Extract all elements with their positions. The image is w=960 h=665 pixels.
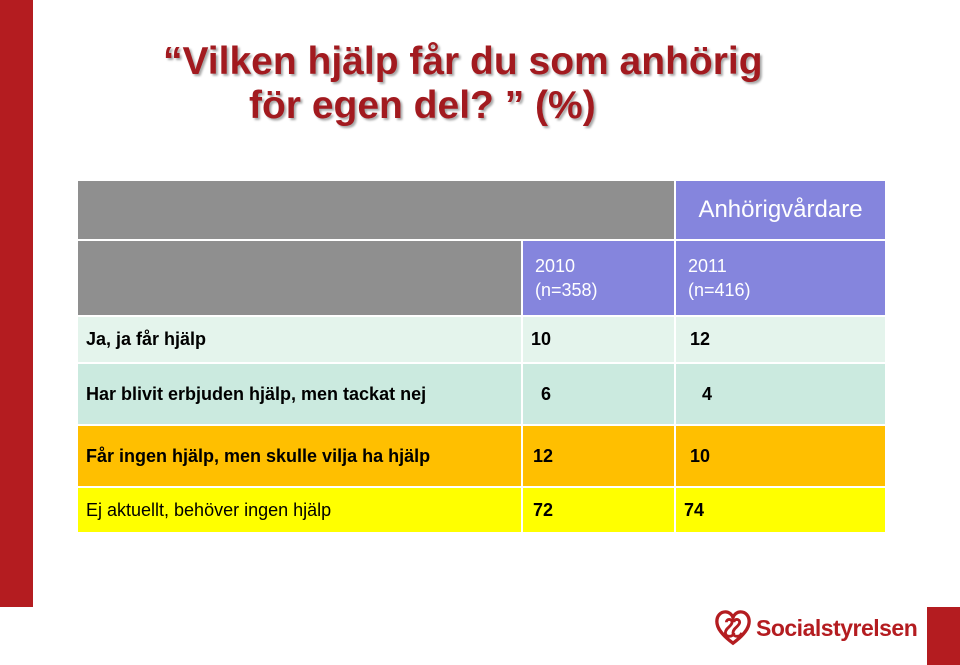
row-label: Ej aktuellt, behöver ingen hjälp	[76, 486, 523, 534]
slide-title-line1: “Vilken hjälp får du som anhörig	[163, 40, 763, 83]
corner-accent-block	[927, 607, 960, 665]
table-row: Får ingen hjälp, men skulle vilja ha hjä…	[76, 424, 887, 488]
column-n: (n=416)	[688, 280, 751, 300]
column-year: 2010	[535, 256, 576, 276]
left-accent-bar	[0, 0, 33, 607]
value-cell-2011: 74	[674, 486, 887, 534]
data-table: Anhörigvårdare 2010 (n=358) 2011 (n=416)…	[76, 179, 887, 534]
value-cell-2010: 72	[521, 486, 676, 534]
logo-text: Socialstyrelsen	[756, 614, 918, 641]
row-label: Ja, ja får hjälp	[76, 315, 523, 364]
column-year: 2011	[688, 256, 727, 276]
column-header-2010: 2010 (n=358)	[521, 239, 676, 317]
value-cell-2010: 10	[521, 315, 676, 364]
column-n: (n=358)	[535, 280, 598, 300]
table-row: Ej aktuellt, behöver ingen hjälp 72 74	[76, 486, 887, 534]
row-label: Får ingen hjälp, men skulle vilja ha hjä…	[76, 424, 523, 488]
slide-title-line2: för egen del? ” (%)	[249, 84, 596, 127]
value-cell-2010: 12	[521, 424, 676, 488]
logo: Socialstyrelsen	[714, 608, 918, 648]
value-cell-2011: 12	[674, 315, 887, 364]
row-label: Har blivit erbjuden hjälp, men tackat ne…	[76, 362, 523, 426]
slide-title: “Vilken hjälp får du som anhörig för ege…	[163, 40, 863, 128]
value-cell-2011: 10	[674, 424, 887, 488]
socialstyrelsen-heart-logo-icon	[715, 610, 751, 646]
table-row: Ja, ja får hjälp 10 12	[76, 315, 887, 364]
value-cell-2011: 4	[674, 362, 887, 426]
header-corner-cell	[76, 239, 523, 317]
column-header-2011: 2011 (n=416)	[674, 239, 887, 317]
table-row: Har blivit erbjuden hjälp, men tackat ne…	[76, 362, 887, 426]
value-cell-2010: 6	[521, 362, 676, 426]
group-header: Anhörigvårdare	[674, 179, 887, 241]
header-corner-cell-top	[76, 179, 675, 241]
